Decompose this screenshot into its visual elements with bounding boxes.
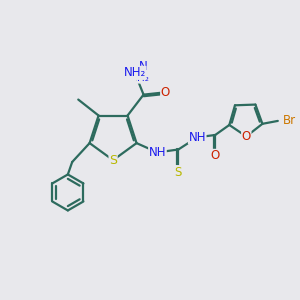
Text: O: O [161, 86, 170, 99]
Text: H: H [129, 66, 136, 76]
Text: S: S [109, 154, 117, 167]
Text: NH: NH [149, 146, 166, 159]
Text: N: N [139, 60, 147, 73]
Text: S: S [175, 166, 182, 178]
Text: H₂: H₂ [137, 73, 149, 83]
Text: NH: NH [188, 131, 206, 144]
Text: O: O [242, 130, 251, 143]
Text: NH₂: NH₂ [124, 66, 146, 80]
Text: O: O [211, 149, 220, 162]
Text: Br: Br [283, 114, 296, 128]
